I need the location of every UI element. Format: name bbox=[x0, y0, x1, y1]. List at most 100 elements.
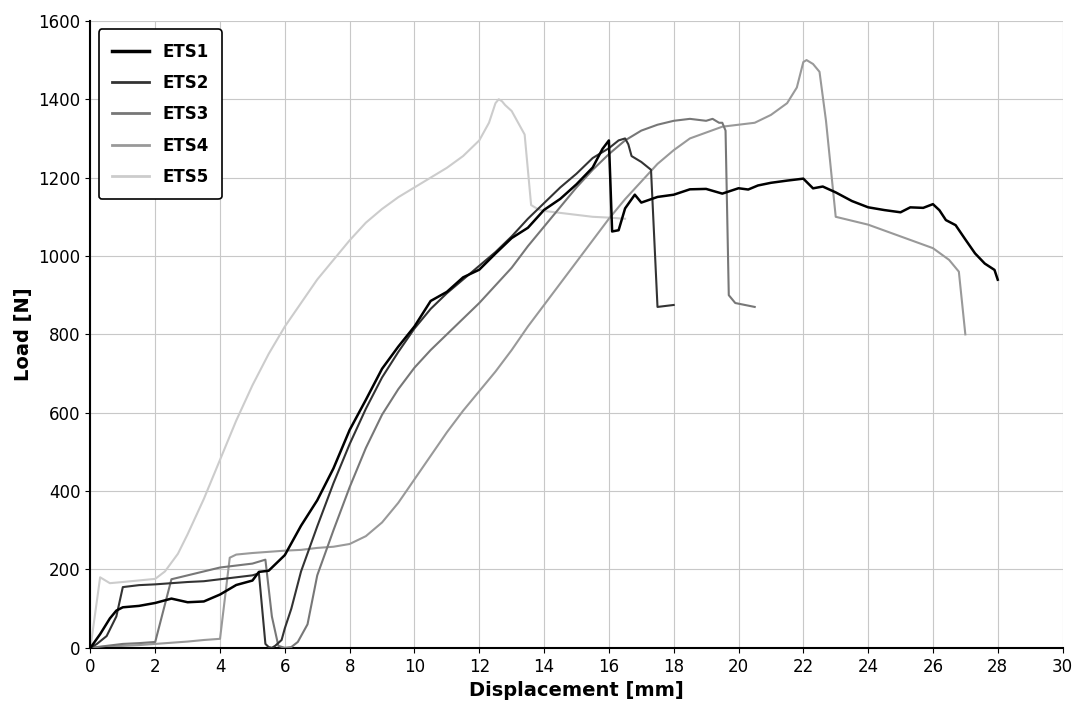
ETS5 bbox=[198, 495, 211, 503]
ETS4 bbox=[959, 330, 972, 338]
ETS5 bbox=[473, 136, 486, 145]
ETS2 bbox=[586, 154, 599, 162]
ETS2 bbox=[635, 158, 648, 166]
ETS5 bbox=[103, 579, 116, 588]
ETS2 bbox=[182, 578, 195, 586]
ETS4 bbox=[311, 543, 324, 552]
ETS2 bbox=[375, 373, 388, 382]
ETS5 bbox=[499, 101, 512, 109]
ETS2 bbox=[408, 324, 421, 333]
ETS5 bbox=[424, 174, 437, 182]
ETS5 bbox=[483, 119, 496, 127]
ETS2 bbox=[116, 583, 129, 591]
ETS1 bbox=[586, 164, 599, 172]
ETS5 bbox=[440, 164, 453, 172]
ETS5 bbox=[602, 213, 615, 222]
ETS2 bbox=[440, 289, 453, 298]
ETS3 bbox=[489, 281, 502, 290]
ETS5 bbox=[295, 298, 308, 307]
ETS2 bbox=[473, 261, 486, 270]
ETS5 bbox=[496, 97, 509, 106]
ETS1 bbox=[969, 249, 982, 258]
ETS2 bbox=[612, 136, 625, 145]
ETS5 bbox=[343, 236, 357, 245]
ETS4 bbox=[862, 221, 875, 229]
Line: ETS5: ETS5 bbox=[90, 99, 625, 648]
ETS5 bbox=[262, 350, 275, 358]
ETS2 bbox=[667, 301, 680, 309]
ETS2 bbox=[265, 643, 278, 652]
ETS5 bbox=[213, 456, 226, 464]
ETS2 bbox=[391, 348, 404, 356]
ETS4 bbox=[246, 549, 259, 558]
ETS5 bbox=[159, 567, 172, 575]
ETS5 bbox=[375, 205, 388, 213]
ETS4 bbox=[800, 56, 813, 64]
Line: ETS3: ETS3 bbox=[90, 119, 754, 648]
ETS5 bbox=[492, 95, 505, 104]
ETS2 bbox=[570, 169, 583, 178]
ETS5 bbox=[133, 576, 146, 585]
ETS2 bbox=[100, 632, 113, 640]
ETS2 bbox=[268, 642, 282, 650]
ETS5 bbox=[360, 218, 373, 227]
Line: ETS2: ETS2 bbox=[90, 139, 674, 648]
ETS2 bbox=[246, 571, 259, 580]
ETS5 bbox=[149, 575, 162, 583]
ETS5 bbox=[84, 643, 97, 652]
ETS2 bbox=[311, 522, 324, 531]
ETS2 bbox=[90, 640, 103, 648]
ETS2 bbox=[327, 479, 340, 488]
ETS2 bbox=[343, 440, 357, 448]
ETS4 bbox=[651, 160, 664, 169]
ETS1 bbox=[360, 396, 373, 404]
ETS2 bbox=[110, 612, 123, 620]
ETS5 bbox=[457, 152, 470, 161]
ETS1 bbox=[103, 614, 116, 623]
ETS5 bbox=[538, 206, 551, 215]
ETS2 bbox=[262, 643, 275, 651]
ETS2 bbox=[622, 140, 635, 149]
ETS1 bbox=[816, 182, 829, 191]
ETS5 bbox=[553, 208, 566, 217]
ETS2 bbox=[275, 635, 288, 644]
ETS2 bbox=[133, 581, 146, 590]
ETS5 bbox=[619, 214, 632, 223]
ETS5 bbox=[512, 119, 525, 127]
ETS2 bbox=[651, 303, 664, 311]
ETS2 bbox=[229, 573, 242, 582]
ETS4 bbox=[538, 301, 551, 309]
ETS5 bbox=[489, 99, 502, 108]
ETS5 bbox=[93, 573, 107, 582]
ETS5 bbox=[586, 213, 599, 221]
Y-axis label: Load [N]: Load [N] bbox=[14, 288, 33, 381]
ETS1 bbox=[602, 136, 615, 145]
ETS5 bbox=[505, 106, 518, 115]
ETS2 bbox=[625, 152, 638, 161]
ETS5 bbox=[570, 211, 583, 219]
Legend: ETS1, ETS2, ETS3, ETS4, ETS5: ETS1, ETS2, ETS3, ETS4, ETS5 bbox=[99, 29, 222, 199]
ETS2 bbox=[619, 134, 632, 143]
ETS3 bbox=[301, 620, 314, 628]
ETS3 bbox=[553, 203, 566, 211]
ETS2 bbox=[295, 567, 308, 575]
ETS5 bbox=[532, 205, 545, 213]
ETS2 bbox=[505, 232, 518, 241]
ETS2 bbox=[489, 248, 502, 256]
ETS2 bbox=[165, 579, 178, 588]
Line: ETS4: ETS4 bbox=[90, 60, 965, 648]
ETS2 bbox=[278, 624, 291, 633]
ETS2 bbox=[149, 580, 162, 588]
ETS4 bbox=[149, 640, 162, 648]
ETS2 bbox=[645, 166, 658, 174]
ETS2 bbox=[360, 405, 373, 413]
ETS2 bbox=[602, 144, 615, 153]
ETS3 bbox=[440, 330, 453, 338]
ETS3 bbox=[748, 303, 761, 311]
ETS3 bbox=[684, 114, 697, 123]
ETS4 bbox=[84, 643, 97, 652]
ETS5 bbox=[391, 193, 404, 201]
ETS2 bbox=[198, 577, 211, 585]
ETS5 bbox=[327, 256, 340, 264]
X-axis label: Displacement [mm]: Displacement [mm] bbox=[470, 681, 684, 700]
